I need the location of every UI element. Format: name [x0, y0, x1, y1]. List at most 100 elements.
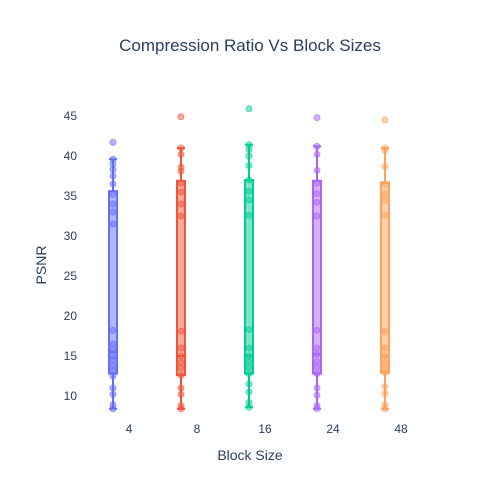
x-tick-label: 16: [258, 422, 272, 436]
data-point: [313, 212, 321, 220]
y-tick-label: 40: [64, 149, 78, 163]
data-point: [313, 358, 321, 366]
data-point: [245, 187, 253, 195]
box-group: [312, 114, 322, 413]
data-point: [245, 141, 253, 149]
y-axis-title: PSNR: [33, 246, 49, 285]
box-group: [176, 113, 186, 413]
data-point: [381, 382, 389, 390]
data-point: [177, 358, 185, 366]
y-tick-label: 30: [64, 229, 78, 243]
data-point: [109, 390, 117, 398]
y-tick-label: 10: [64, 389, 78, 403]
y-tick-label: 15: [64, 349, 78, 363]
x-tick-label: 24: [326, 422, 340, 436]
data-point: [245, 352, 253, 360]
data-point: [313, 142, 321, 150]
data-point: [109, 352, 117, 360]
data-point: [245, 398, 253, 406]
x-tick-label: 4: [126, 422, 133, 436]
data-point: [245, 380, 253, 388]
y-tick-label: 45: [64, 109, 78, 123]
data-point: [313, 391, 321, 399]
x-tick-label: 48: [394, 422, 408, 436]
box-group: [380, 116, 390, 413]
data-point: [313, 350, 321, 358]
data-point: [245, 388, 253, 396]
data-point: [313, 198, 321, 206]
y-tick-label: 25: [64, 269, 78, 283]
chart-title: Compression Ratio Vs Block Sizes: [119, 36, 381, 55]
y-axis-ticks: 10 15 20 25 30 35 40 45: [64, 109, 78, 403]
data-point: [245, 344, 253, 352]
data-point: [381, 352, 389, 360]
data-point: [109, 190, 117, 198]
data-point: [245, 326, 253, 334]
data-point: [109, 208, 117, 216]
x-tick-label: 8: [194, 422, 201, 436]
plot-area: [108, 105, 390, 413]
data-point: [177, 144, 185, 152]
data-point: [313, 150, 321, 158]
data-point: [177, 212, 185, 220]
data-point: [245, 152, 253, 160]
data-point: [313, 344, 321, 352]
data-point: [177, 188, 185, 196]
data-point: [177, 402, 185, 410]
data-point: [381, 180, 389, 188]
y-tick-label: 20: [64, 309, 78, 323]
data-point: [109, 401, 117, 409]
data-point: [177, 371, 185, 379]
box-body: [380, 181, 390, 374]
data-point: [313, 402, 321, 410]
data-point: [381, 116, 389, 124]
data-point: [313, 114, 321, 122]
data-point: [109, 155, 117, 163]
data-point: [313, 370, 321, 378]
data-point: [245, 162, 253, 170]
data-point: [177, 384, 185, 392]
data-point: [177, 390, 185, 398]
data-point: [109, 326, 117, 334]
data-point: [381, 211, 389, 219]
data-point: [109, 200, 117, 208]
data-point: [313, 326, 321, 334]
data-point: [109, 384, 117, 392]
data-point: [313, 166, 321, 174]
box-group: [108, 138, 118, 413]
data-point: [177, 179, 185, 187]
data-point: [381, 327, 389, 335]
data-point: [109, 172, 117, 180]
data-point: [245, 370, 253, 378]
data-point: [177, 327, 185, 335]
data-point: [177, 200, 185, 208]
data-point: [381, 162, 389, 170]
data-point: [381, 190, 389, 198]
data-point: [381, 358, 389, 366]
data-point: [109, 180, 117, 188]
data-point: [381, 401, 389, 409]
x-axis-ticks: 4 8 16 24 48: [126, 422, 408, 436]
data-point: [381, 196, 389, 204]
box-group: [244, 105, 254, 411]
data-point: [245, 105, 253, 113]
data-point: [109, 220, 117, 228]
data-point: [177, 150, 185, 158]
y-tick-label: 35: [64, 189, 78, 203]
data-point: [245, 176, 253, 184]
data-point: [381, 390, 389, 398]
data-point: [109, 138, 117, 146]
data-point: [381, 144, 389, 152]
x-axis-title: Block Size: [217, 447, 283, 463]
data-point: [245, 196, 253, 204]
data-point: [109, 340, 117, 348]
data-point: [313, 384, 321, 392]
data-point: [313, 190, 321, 198]
data-point: [177, 352, 185, 360]
data-point: [381, 344, 389, 352]
data-point: [177, 113, 185, 121]
data-point: [313, 179, 321, 187]
data-point: [245, 211, 253, 219]
